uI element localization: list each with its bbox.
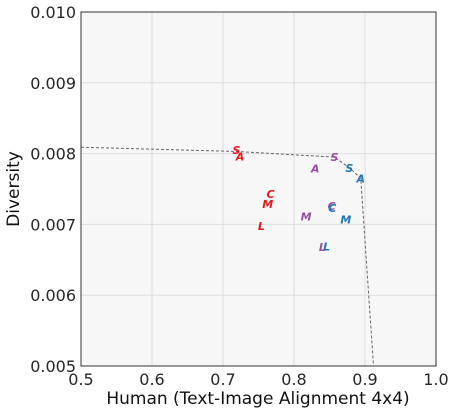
- pareto-frontier-line: [80, 146, 375, 367]
- y-tick-label: 0.005: [30, 357, 76, 376]
- point-label-0-C: C: [267, 188, 275, 201]
- y-tick-label: 0.009: [30, 74, 76, 93]
- point-label-1-M: M: [301, 211, 312, 224]
- x-tick-labels: 0.5 0.6 0.7 0.8 0.9 1.0: [68, 370, 448, 389]
- x-tick-label: 1.0: [423, 370, 448, 389]
- plot-frame: [80, 11, 437, 367]
- point-label-2-C: C: [328, 202, 336, 215]
- y-axis-title: Diversity: [4, 151, 24, 227]
- point-label-0-S: S: [233, 144, 241, 157]
- point-label-1-L: L: [319, 241, 326, 254]
- point-label-2-L: L: [323, 240, 330, 253]
- x-tick-label: 0.5: [68, 370, 93, 389]
- point-label-0-L: L: [258, 220, 265, 233]
- x-tick-label: 0.9: [352, 370, 377, 389]
- y-tick-label: 0.007: [30, 215, 76, 234]
- point-label-1-A: A: [310, 162, 320, 175]
- x-tick-label: 0.6: [139, 370, 164, 389]
- y-tick-label: 0.010: [30, 3, 76, 22]
- point-label-0-A: A: [235, 150, 245, 163]
- plot-area: [81, 12, 436, 366]
- point-label-2-A: A: [355, 172, 365, 185]
- point-label-2-S: S: [345, 162, 353, 175]
- x-tick-label: 0.7: [210, 370, 235, 389]
- y-tick-label: 0.006: [30, 286, 76, 305]
- point-label-1-C: C: [328, 200, 336, 213]
- y-tick-labels: 0.005 0.006 0.007 0.008 0.009 0.010: [30, 3, 76, 376]
- point-label-2-M: M: [340, 213, 351, 226]
- point-label-1-S: S: [331, 151, 339, 164]
- x-tick-label: 0.8: [281, 370, 306, 389]
- x-axis-title: Human (Text-Image Alignment 4x4): [106, 389, 409, 409]
- point-label-0-M: M: [262, 198, 273, 211]
- y-tick-label: 0.008: [30, 145, 76, 164]
